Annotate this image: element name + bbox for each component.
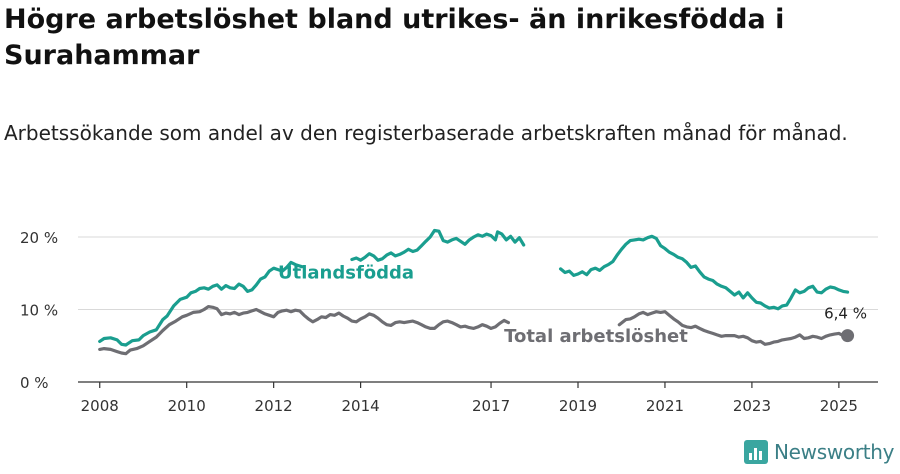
- series-label-foreign-born: Utlandsfödda: [278, 262, 414, 283]
- x-tick-label: 2023: [733, 397, 771, 415]
- x-tick-label: 2017: [472, 397, 510, 415]
- y-axis-tick-labels: 0 % 10 % 20 %: [20, 229, 58, 392]
- series-segment: [617, 310, 850, 346]
- newsworthy-logo-icon: [744, 440, 768, 464]
- x-axis: 2008 2010 2012 2014 2017 2019 2021 2023 2025: [78, 381, 878, 415]
- grid-lines: [78, 236, 878, 310]
- y-tick-label: 10 %: [20, 302, 58, 320]
- series-labels: 6,4 % Utlandsfödda Total arbetslöshet: [278, 262, 867, 347]
- series-segment: [98, 260, 304, 347]
- x-tick-label: 2010: [168, 397, 206, 415]
- x-tick-label: 2021: [646, 397, 684, 415]
- x-tick-label: 2012: [255, 397, 293, 415]
- end-value-label: 6,4 %: [824, 305, 867, 323]
- x-tick-label: 2025: [820, 397, 858, 415]
- y-tick-label: 0 %: [20, 374, 49, 392]
- newsworthy-brand[interactable]: Newsworthy: [744, 440, 895, 464]
- series-segment: [98, 305, 510, 356]
- series-lines: [98, 228, 855, 356]
- series-label-total: Total arbetslöshet: [504, 326, 688, 347]
- series-line-total: [98, 305, 850, 356]
- chart-subtitle: Arbetssökande som andel av den registerb…: [4, 121, 848, 145]
- x-tick-label: 2014: [342, 397, 380, 415]
- chart-title: Högre arbetslöshet bland utrikes- än inr…: [4, 4, 785, 71]
- y-tick-label: 20 %: [20, 229, 58, 247]
- series-segment: [350, 228, 526, 262]
- x-tick-label: 2019: [559, 397, 597, 415]
- x-tick-label: 2008: [81, 397, 119, 415]
- end-point-marker: [841, 329, 855, 343]
- series-line-foreign-born: [98, 228, 850, 347]
- brand-name: Newsworthy: [774, 440, 895, 464]
- series-segment: [559, 234, 850, 311]
